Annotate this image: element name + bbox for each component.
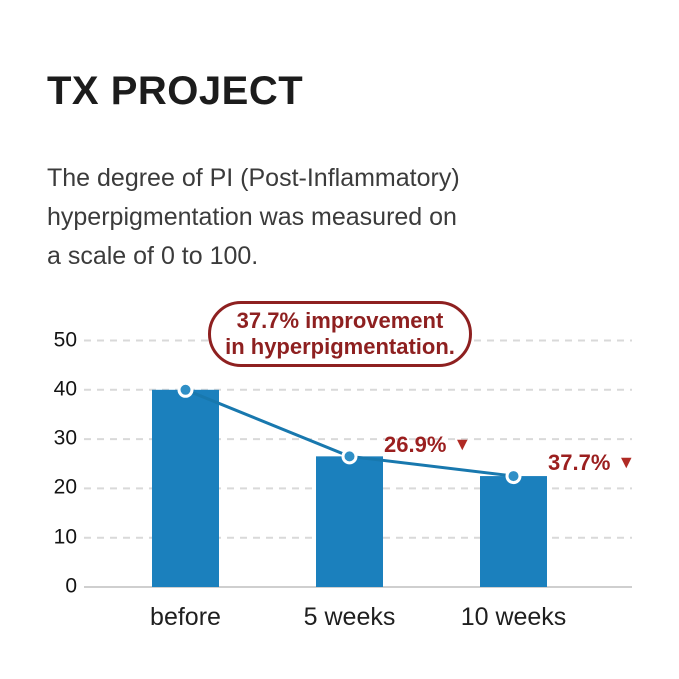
bar-before (152, 389, 219, 587)
y-axis-tick-50: 50 (53, 328, 77, 352)
annotation-5-weeks-value: 26.9% (384, 432, 447, 457)
data-point-marker-5-weeks (341, 448, 358, 465)
bars (152, 389, 547, 587)
down-triangle-icon: ▼ (453, 434, 472, 454)
callout-bubble: 37.7% improvement in hyperpigmentation. (208, 301, 472, 367)
x-axis-label-10-weeks: 10 weeks (460, 603, 567, 631)
down-triangle-icon: ▼ (617, 452, 636, 472)
description-line-2: hyperpigmentation was measured on (47, 203, 457, 231)
y-axis-tick-20: 20 (53, 475, 77, 499)
description-line-3: a scale of 0 to 100. (47, 242, 259, 270)
page-title: TX PROJECT (47, 69, 304, 113)
y-axis-tick-0: 0 (65, 574, 77, 598)
description-line-1: The degree of PI (Post-Inflammatory) (47, 164, 460, 192)
callout-line-1: 37.7% improvement (236, 308, 444, 333)
annotation-10-weeks: 37.7% ▼ (548, 450, 635, 475)
bar-10-weeks (480, 476, 547, 587)
description: The degree of PI (Post-Inflammatory) hyp… (47, 159, 607, 276)
y-axis-tick-10: 10 (53, 525, 77, 549)
data-point-marker-10-weeks (505, 468, 522, 485)
x-axis-label-5-weeks: 5 weeks (303, 603, 396, 631)
trend-line (177, 381, 522, 485)
callout-line-2: in hyperpigmentation. (225, 334, 455, 359)
annotation-5-weeks: 26.9% ▼ (384, 432, 471, 457)
annotation-10-weeks-value: 37.7% (548, 450, 611, 475)
y-axis-tick-30: 30 (53, 426, 77, 450)
bar-5-weeks (316, 456, 383, 587)
y-axis-tick-40: 40 (53, 377, 77, 401)
x-axis-label-before: before (150, 603, 221, 631)
data-point-marker-before (177, 381, 194, 398)
